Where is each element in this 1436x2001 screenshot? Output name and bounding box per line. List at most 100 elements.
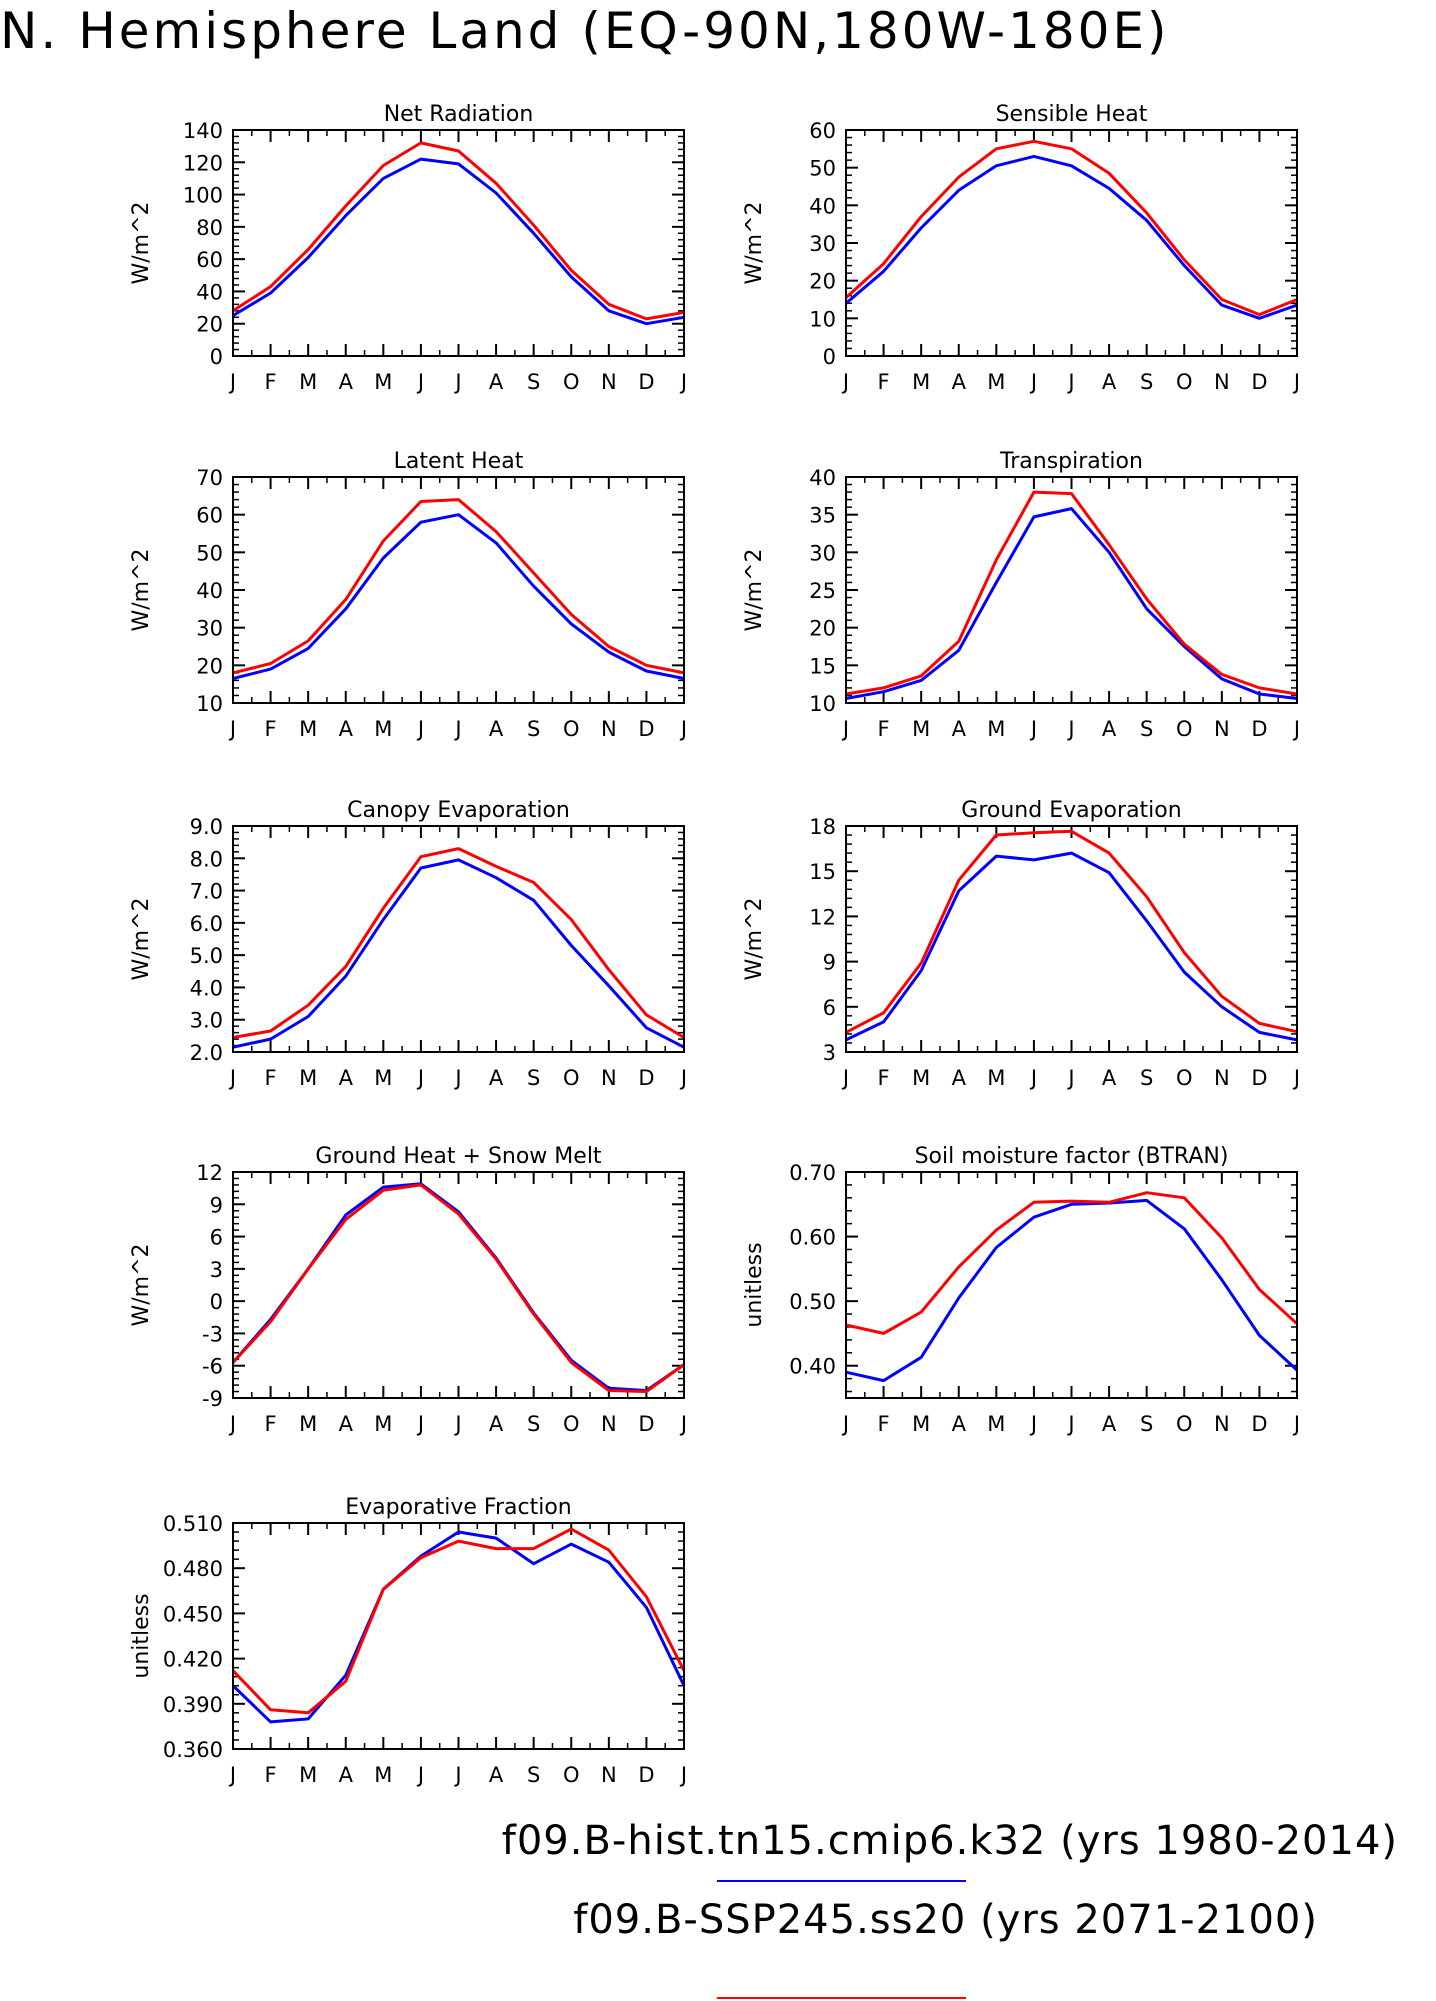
- y-tick-label: 0.480: [163, 1557, 223, 1581]
- panel-title: Latent Heat: [394, 449, 524, 474]
- x-tick-label: J: [453, 1763, 461, 1787]
- y-tick-label: 0.60: [789, 1226, 836, 1250]
- x-tick-label: J: [453, 370, 461, 394]
- x-tick-label: J: [228, 370, 236, 394]
- chart-panel: Soil moisture factor (BTRAN)J F M A M J J A S O N D…: [742, 1144, 1300, 1436]
- y-axis-label: W/m^2: [129, 548, 154, 631]
- x-tick-label: J: [228, 1066, 236, 1090]
- x-tick-label: O: [563, 1412, 580, 1436]
- y-tick-label: 18: [809, 815, 836, 839]
- x-tick-label: N: [1214, 717, 1230, 741]
- series-line-historical: [232, 858, 685, 1049]
- series-line-future: [232, 498, 685, 675]
- x-tick-label: M: [987, 1412, 1005, 1436]
- x-tick-label: J: [1029, 370, 1037, 394]
- plot-frame: [232, 825, 685, 1053]
- x-tick-label: O: [563, 1763, 580, 1787]
- y-tick-label: 15: [809, 654, 836, 678]
- y-tick-label: 20: [196, 313, 223, 337]
- y-tick-label: 0.360: [163, 1738, 223, 1762]
- x-tick-label: J: [679, 717, 687, 741]
- y-tick-label: 10: [809, 307, 836, 331]
- series-line-future: [232, 847, 685, 1039]
- x-tick-label: F: [265, 1763, 277, 1787]
- x-tick-label: M: [912, 1412, 930, 1436]
- series-line-future: [844, 139, 1298, 317]
- x-tick-label: N: [601, 1763, 617, 1787]
- x-tick-label: A: [489, 1066, 504, 1090]
- x-tick-label: O: [563, 370, 580, 394]
- x-tick-label: D: [638, 717, 654, 741]
- x-tick-label: D: [1251, 1412, 1267, 1436]
- x-tick-label: D: [1251, 370, 1267, 394]
- y-tick-label: 50: [809, 157, 836, 181]
- x-tick-label: D: [1251, 1066, 1267, 1090]
- panel-title: Ground Evaporation: [961, 798, 1181, 823]
- x-tick-label: J: [1292, 1412, 1300, 1436]
- series-line-future: [845, 490, 1298, 696]
- x-tick-label: M: [374, 370, 392, 394]
- y-tick-label: 30: [809, 541, 836, 565]
- x-tick-label: M: [374, 717, 392, 741]
- x-tick-label: N: [1214, 1066, 1230, 1090]
- y-tick-label: -6: [202, 1355, 223, 1379]
- y-tick-label: 0.50: [789, 1290, 836, 1314]
- plot-frame: [845, 476, 1298, 704]
- x-tick-label: A: [952, 370, 967, 394]
- y-tick-label: 0: [210, 1290, 223, 1314]
- x-tick-label: J: [1292, 717, 1300, 741]
- y-tick-label: 6: [823, 996, 836, 1020]
- x-tick-label: A: [1102, 1412, 1117, 1436]
- x-tick-label: A: [339, 1763, 354, 1787]
- y-tick-label: 6.0: [190, 912, 223, 936]
- y-tick-label: 35: [809, 504, 836, 528]
- x-tick-label: F: [265, 1066, 277, 1090]
- x-tick-label: S: [527, 1763, 540, 1787]
- x-tick-label: J: [679, 1412, 687, 1436]
- x-tick-label: J: [1066, 717, 1074, 741]
- x-tick-label: D: [1251, 717, 1267, 741]
- y-tick-label: 60: [196, 248, 223, 272]
- x-tick-label: F: [265, 717, 277, 741]
- y-tick-label: 30: [196, 617, 223, 641]
- y-tick-label: 0.420: [163, 1648, 223, 1672]
- x-tick-label: M: [299, 1412, 317, 1436]
- x-tick-label: J: [841, 717, 849, 741]
- x-tick-label: D: [638, 1412, 654, 1436]
- series-line-historical: [845, 1198, 1299, 1383]
- panel-title: Evaporative Fraction: [345, 1495, 571, 1520]
- series-line-historical: [845, 507, 1298, 700]
- x-tick-label: F: [878, 1412, 890, 1436]
- y-axis-label: W/m^2: [129, 897, 154, 980]
- x-tick-label: S: [1140, 370, 1153, 394]
- panel-title: Sensible Heat: [996, 102, 1148, 127]
- x-tick-label: J: [1292, 370, 1300, 394]
- x-tick-label: S: [1140, 1412, 1153, 1436]
- y-tick-label: 0.450: [163, 1602, 223, 1626]
- x-tick-label: M: [987, 717, 1005, 741]
- x-tick-label: M: [299, 370, 317, 394]
- x-tick-label: A: [489, 1763, 504, 1787]
- x-tick-label: J: [416, 370, 424, 394]
- y-tick-label: 12: [809, 905, 836, 929]
- x-tick-label: J: [841, 1412, 849, 1436]
- x-tick-label: A: [952, 1066, 967, 1090]
- x-tick-label: J: [416, 1066, 424, 1090]
- y-tick-label: -3: [202, 1322, 223, 1346]
- y-axis-label: W/m^2: [742, 201, 767, 284]
- x-tick-label: M: [987, 1066, 1005, 1090]
- x-tick-label: J: [1029, 717, 1037, 741]
- y-tick-label: 25: [809, 579, 836, 603]
- y-tick-label: 9: [210, 1193, 223, 1217]
- y-tick-label: 5.0: [190, 944, 223, 968]
- x-tick-label: J: [416, 1412, 424, 1436]
- plot-frame: [845, 129, 1298, 357]
- x-tick-label: J: [679, 370, 687, 394]
- y-axis-label: unitless: [129, 1593, 154, 1678]
- legend-label-future: f09.B-SSP245.ss20 (yrs 2071-2100): [573, 1897, 1318, 1943]
